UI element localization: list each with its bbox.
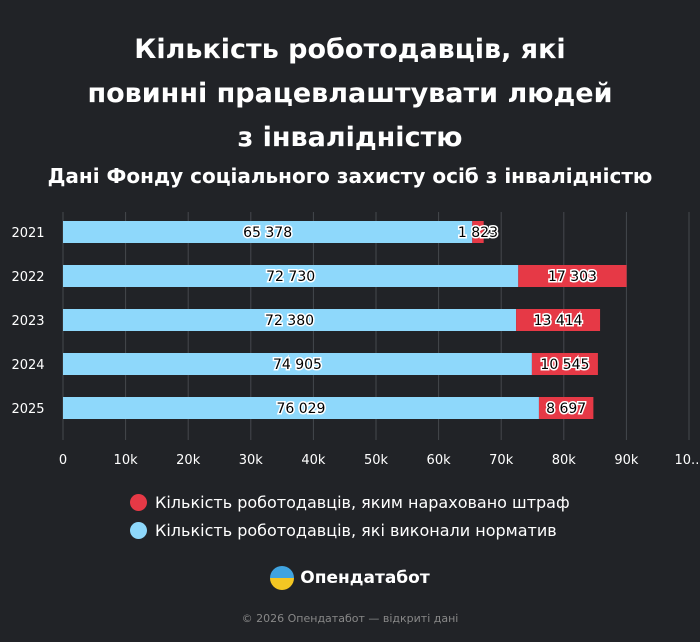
bar-segment bbox=[472, 221, 484, 243]
y-tick-label: 2025 bbox=[11, 402, 44, 417]
x-tick-label: 10k bbox=[114, 453, 139, 468]
data-label: 74 905 bbox=[273, 357, 322, 373]
x-tick-label: 0 bbox=[59, 453, 67, 468]
logo: Опендатабот bbox=[0, 566, 700, 590]
x-tick-label: 80k bbox=[552, 453, 577, 468]
chart-title: Кількість роботодавців, які повинні прац… bbox=[0, 28, 700, 160]
data-label: 76 029 bbox=[276, 401, 325, 417]
data-label: 72 730 bbox=[266, 269, 315, 285]
data-label: 1 823 bbox=[458, 225, 498, 241]
y-tick-label: 2021 bbox=[11, 226, 44, 241]
x-tick-label: 60k bbox=[427, 453, 452, 468]
legend-label: Кількість роботодавців, яким нараховано … bbox=[155, 492, 570, 512]
bar-segment bbox=[516, 309, 601, 331]
x-tick-label: 30k bbox=[239, 453, 264, 468]
bar-segment bbox=[63, 265, 519, 287]
x-tick-label: 20k bbox=[176, 453, 201, 468]
bar-segment bbox=[63, 353, 532, 375]
title-line: повинні працевлаштувати людей bbox=[87, 78, 613, 109]
x-tick-label: 40k bbox=[301, 453, 326, 468]
bar-segment bbox=[538, 397, 594, 419]
bar-segment bbox=[63, 309, 517, 331]
title-line: з інвалідністю bbox=[237, 122, 463, 153]
data-label: 65 378 bbox=[243, 225, 292, 241]
x-tick-label: 10... bbox=[675, 453, 700, 468]
legend-item-compliant[interactable]: Кількість роботодавців, які виконали нор… bbox=[130, 516, 570, 544]
legend-label: Кількість роботодавців, які виконали нор… bbox=[155, 520, 557, 540]
legend-swatch bbox=[130, 493, 147, 511]
data-label: 13 414 bbox=[534, 313, 583, 329]
y-tick-label: 2024 bbox=[11, 358, 44, 373]
opendatabot-logo-icon bbox=[270, 566, 295, 590]
title-line: Кількість роботодавців, які bbox=[134, 34, 566, 65]
x-tick-label: 90k bbox=[614, 453, 639, 468]
footer: © 2026 Опендатабот — відкриті дані bbox=[241, 612, 459, 625]
x-tick-label: 50k bbox=[364, 453, 389, 468]
legend-swatch bbox=[130, 521, 147, 539]
y-tick-label: 2023 bbox=[11, 314, 44, 329]
legend-item-fine[interactable]: Кількість роботодавців, яким нараховано … bbox=[130, 488, 570, 516]
data-label: 17 303 bbox=[548, 269, 597, 285]
data-label: 10 545 bbox=[540, 357, 589, 373]
bar-segment bbox=[63, 397, 539, 419]
bar-segment bbox=[531, 353, 598, 375]
chart-subtitle: Дані Фонду соціального захисту осіб з ін… bbox=[47, 164, 653, 188]
bar-segment bbox=[63, 221, 473, 243]
data-label: 8 697 bbox=[546, 401, 586, 417]
logo-text: Опендатабот bbox=[300, 568, 430, 588]
legend: Кількість роботодавців, яким нараховано … bbox=[130, 488, 570, 544]
bar-chart: 0 10k 20k 30k 40k 50k 60k 70k 80k 90k 10... 2021 65 … bbox=[11, 212, 700, 468]
y-tick-label: 2022 bbox=[11, 270, 44, 285]
x-tick-label: 70k bbox=[489, 453, 514, 468]
bar-segment bbox=[518, 265, 627, 287]
data-label: 72 380 bbox=[265, 313, 314, 329]
